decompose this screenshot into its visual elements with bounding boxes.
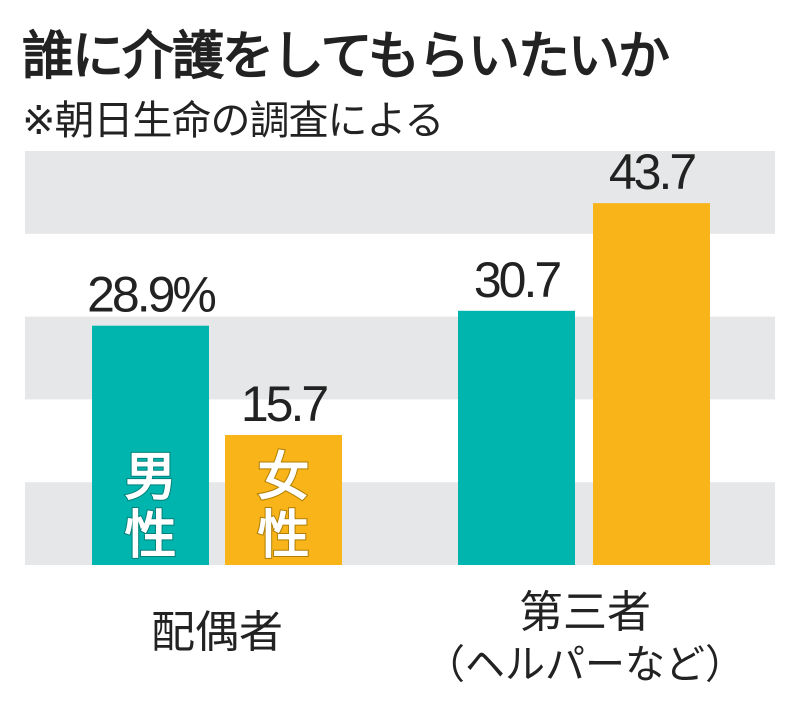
category-label-helper-note: （ヘルパーなど）: [425, 642, 745, 688]
chart-title: 誰に介護をしてもらいたいか: [22, 27, 670, 87]
chart-subtitle: ※朝日生命の調査による: [22, 98, 444, 144]
series-label: 女: [257, 448, 309, 508]
series-label: 性: [257, 506, 309, 566]
data-label: 15.7: [241, 376, 328, 432]
bar: [458, 310, 575, 565]
category-label-third-party: 第三者: [519, 587, 651, 638]
series-label: 男: [124, 448, 176, 508]
bar: [92, 325, 209, 565]
bar: [593, 203, 710, 565]
data-label: 43.7: [609, 144, 696, 200]
data-label: 28.9%: [87, 267, 215, 323]
category-label-spouse: 配偶者: [151, 607, 283, 658]
series-label: 性: [124, 506, 176, 566]
data-label: 30.7: [474, 252, 561, 308]
bar: [225, 435, 342, 565]
